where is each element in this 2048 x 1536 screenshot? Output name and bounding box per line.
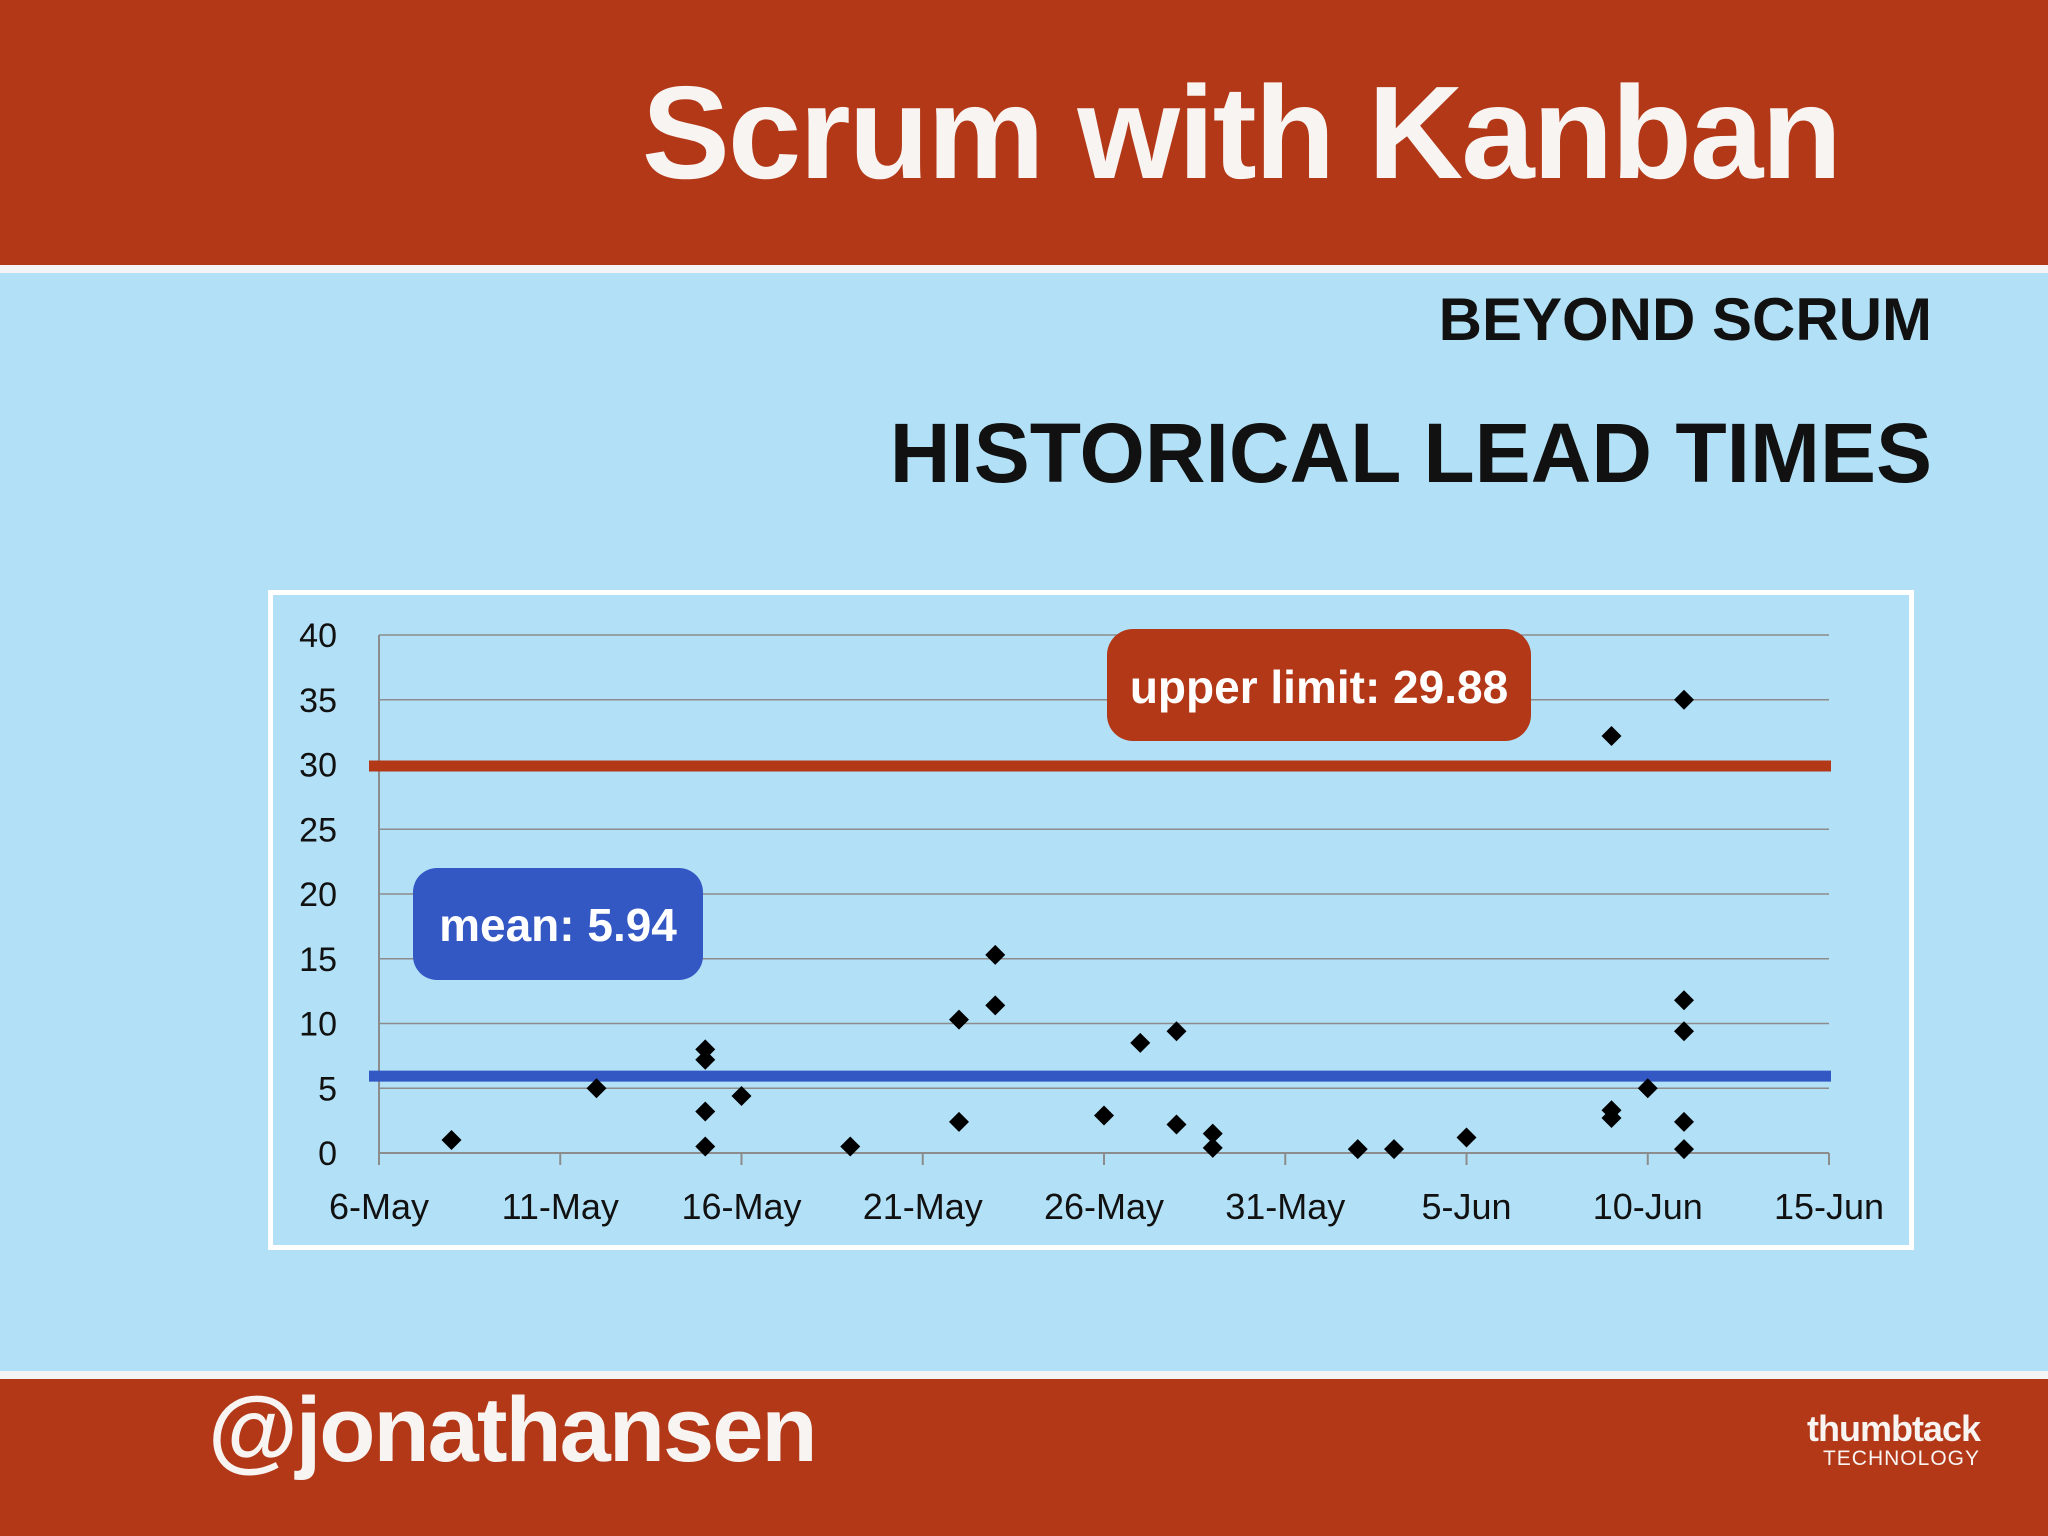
data-point bbox=[586, 1078, 607, 1099]
data-point bbox=[1674, 1021, 1694, 1042]
lead-time-scatter-chart: 0 5 10 15 20 25 30 35 40 6-May 11-May 16-May 21-May 2… bbox=[299, 617, 1884, 1227]
data-point bbox=[1637, 1078, 1658, 1099]
data-point bbox=[1674, 689, 1694, 710]
x-tick-label: 16-May bbox=[681, 1186, 801, 1227]
y-tick-label: 15 bbox=[299, 941, 337, 979]
data-point bbox=[949, 1009, 969, 1030]
x-tick-label: 10-Jun bbox=[1593, 1186, 1703, 1227]
y-tick-label: 5 bbox=[318, 1070, 337, 1108]
data-point bbox=[1166, 1021, 1187, 1042]
data-point bbox=[731, 1086, 752, 1107]
y-tick-label: 10 bbox=[299, 1006, 337, 1044]
y-tick-label: 0 bbox=[318, 1135, 337, 1173]
data-point bbox=[985, 995, 1006, 1016]
data-point bbox=[695, 1101, 716, 1122]
chart-frame: 0 5 10 15 20 25 30 35 40 6-May 11-May 16-May 21-May 2… bbox=[268, 590, 1914, 1250]
x-tick-label: 21-May bbox=[863, 1186, 983, 1227]
data-point bbox=[441, 1130, 462, 1151]
data-point bbox=[1202, 1123, 1223, 1144]
data-point bbox=[1674, 990, 1694, 1011]
footer-divider bbox=[0, 1371, 2048, 1379]
data-point bbox=[1674, 1111, 1694, 1132]
data-point bbox=[695, 1136, 716, 1157]
x-tick-label: 15-Jun bbox=[1774, 1186, 1884, 1227]
logo-main-text: thumbtack bbox=[1806, 1408, 1981, 1449]
x-tick-label: 5-Jun bbox=[1421, 1186, 1511, 1227]
data-point bbox=[1601, 1108, 1622, 1129]
y-tick-label: 40 bbox=[299, 617, 337, 655]
data-point bbox=[1384, 1139, 1404, 1160]
footer-bar bbox=[0, 1379, 2048, 1536]
x-tick-label: 26-May bbox=[1044, 1186, 1164, 1227]
data-point bbox=[1347, 1139, 1368, 1160]
data-point bbox=[1456, 1127, 1477, 1148]
header-bar bbox=[0, 0, 2048, 265]
y-tick-label: 30 bbox=[299, 747, 337, 785]
data-point bbox=[1094, 1105, 1114, 1126]
x-tick-label: 31-May bbox=[1225, 1186, 1345, 1227]
logo-sub-text: TECHNOLOGY bbox=[1822, 1447, 1980, 1470]
data-point bbox=[1674, 1139, 1694, 1160]
section-title: HISTORICAL LEAD TIMES bbox=[889, 406, 1932, 500]
y-tick-label: 20 bbox=[299, 876, 337, 914]
upper-limit-label: upper limit: 29.88 bbox=[1130, 661, 1508, 713]
data-point bbox=[1166, 1114, 1187, 1135]
data-point bbox=[985, 944, 1006, 965]
data-point bbox=[840, 1136, 861, 1157]
company-logo: thumbtack TECHNOLOGY bbox=[1806, 1408, 1981, 1470]
slide-subtitle: BEYOND SCRUM bbox=[1438, 286, 1932, 353]
slide-title: Scrum with Kanban bbox=[641, 59, 1842, 206]
mean-callout bbox=[413, 868, 703, 980]
data-point bbox=[695, 1039, 716, 1060]
data-point bbox=[1130, 1032, 1151, 1053]
x-tick-label: 11-May bbox=[502, 1186, 619, 1227]
upper-limit-callout bbox=[1107, 629, 1531, 741]
y-tick-label: 35 bbox=[299, 682, 337, 720]
data-point bbox=[1202, 1137, 1223, 1158]
x-tick-label: 6-May bbox=[329, 1186, 429, 1227]
author-handle: @jonathansen bbox=[208, 1378, 818, 1481]
y-tick-label: 25 bbox=[299, 811, 337, 849]
mean-label: mean: 5.94 bbox=[439, 899, 677, 951]
data-point bbox=[949, 1111, 969, 1132]
header-divider bbox=[0, 265, 2048, 273]
data-point bbox=[1601, 726, 1622, 747]
data-point bbox=[695, 1049, 716, 1070]
